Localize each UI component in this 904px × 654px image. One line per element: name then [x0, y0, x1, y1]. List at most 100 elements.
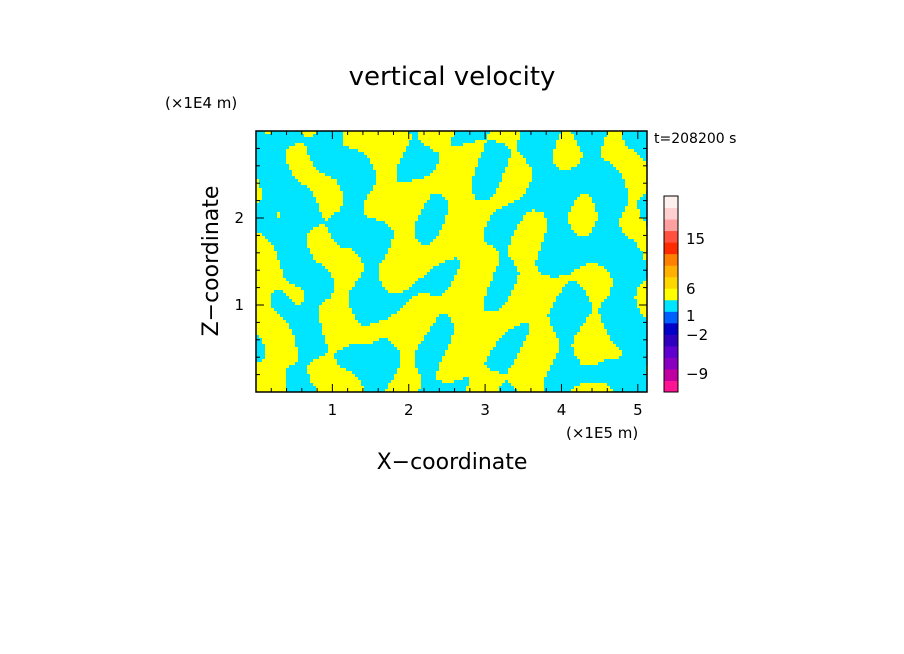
- field-cell: [577, 281, 613, 284]
- field-cell: [553, 152, 583, 155]
- field-cell: [448, 209, 496, 212]
- field-cell: [511, 290, 562, 293]
- field-cell: [604, 137, 622, 140]
- field-cell: [562, 131, 571, 134]
- field-cell: [256, 200, 259, 203]
- x-tick-label: 5: [633, 401, 643, 419]
- field-cell: [391, 227, 415, 230]
- field-cell: [580, 266, 604, 269]
- field-cell: [307, 371, 352, 374]
- colorbar-label: 15: [686, 230, 705, 248]
- field-cell: [256, 326, 289, 329]
- field-cell: [457, 257, 499, 260]
- field-cell: [514, 362, 553, 365]
- field-cell: [553, 155, 583, 158]
- field-cell: [577, 197, 592, 200]
- field-cell: [574, 341, 613, 344]
- field-cell: [313, 359, 337, 362]
- field-cell: [580, 383, 607, 386]
- field-cell: [574, 203, 595, 206]
- field-cell: [637, 299, 647, 302]
- field-cell: [637, 305, 647, 308]
- field-cell: [469, 377, 544, 380]
- field-cell: [409, 299, 484, 302]
- field-cell: [286, 152, 307, 155]
- field-cell: [256, 380, 286, 383]
- field-cell: [592, 302, 601, 305]
- field-cell: [508, 245, 541, 248]
- field-cell: [292, 170, 319, 173]
- field-cell: [577, 356, 619, 359]
- field-cell: [619, 170, 647, 173]
- x-axis-title: X−coordinate: [377, 450, 528, 475]
- field-cell: [433, 170, 475, 173]
- field-cell: [322, 263, 364, 266]
- x-unit-label: (×1E5 m): [566, 424, 638, 442]
- colorbar-swatch: [664, 345, 678, 358]
- field-cell: [256, 371, 286, 374]
- field-cell: [637, 245, 647, 248]
- field-cell: [580, 326, 604, 329]
- field-cell: [334, 290, 349, 293]
- field-cell: [394, 374, 421, 377]
- field-cell: [442, 194, 475, 197]
- field-cell: [307, 368, 346, 371]
- field-cell: [256, 269, 283, 272]
- field-cell: [286, 149, 307, 152]
- field-cell: [412, 179, 472, 182]
- field-cell: [508, 254, 538, 257]
- field-cell: [295, 302, 301, 305]
- field-cell: [508, 248, 541, 251]
- field-cell: [517, 356, 556, 359]
- field-cell: [256, 290, 274, 293]
- field-cell: [373, 167, 397, 170]
- field-cell: [277, 212, 280, 215]
- field-cell: [325, 299, 349, 302]
- field-cell: [571, 344, 616, 347]
- field-cell: [628, 203, 637, 206]
- field-cell: [586, 320, 601, 323]
- field-cell: [604, 143, 625, 146]
- field-cell: [640, 248, 647, 251]
- field-cell: [526, 335, 556, 338]
- field-cell: [307, 185, 340, 188]
- field-cell: [325, 266, 364, 269]
- field-cell: [319, 311, 352, 314]
- field-cell: [391, 314, 439, 317]
- field-cell: [514, 386, 544, 389]
- field-cell: [256, 248, 274, 251]
- field-cell: [559, 134, 574, 137]
- field-cell: [400, 350, 415, 353]
- field-cell: [397, 311, 550, 314]
- field-cell: [508, 296, 556, 299]
- field-cell: [451, 341, 496, 344]
- field-cell: [367, 215, 418, 218]
- field-cell: [379, 320, 436, 323]
- field-cell: [394, 344, 418, 347]
- field-cell: [328, 347, 343, 350]
- field-cell: [256, 305, 271, 308]
- plot-frame: [255, 130, 648, 393]
- field-cell: [505, 143, 517, 146]
- field-cell: [256, 284, 295, 287]
- field-cell: [391, 242, 421, 245]
- field-cell: [364, 203, 424, 206]
- field-cell: [256, 323, 289, 326]
- field-cell: [577, 233, 589, 236]
- field-cell: [583, 287, 610, 290]
- field-cell: [256, 260, 280, 263]
- field-cell: [283, 290, 304, 293]
- field-cell: [439, 365, 487, 368]
- field-cell: [325, 341, 373, 344]
- field-cell: [448, 314, 547, 317]
- field-cell: [394, 377, 421, 380]
- field-cell: [334, 281, 355, 284]
- colorbar-label: −9: [686, 365, 708, 383]
- field-cell: [313, 383, 361, 386]
- field-cell: [301, 182, 337, 185]
- colorbar-swatch: [664, 253, 678, 266]
- field-cell: [310, 251, 355, 254]
- field-cell: [466, 389, 499, 392]
- field-cell: [385, 389, 418, 392]
- field-cell: [397, 368, 418, 371]
